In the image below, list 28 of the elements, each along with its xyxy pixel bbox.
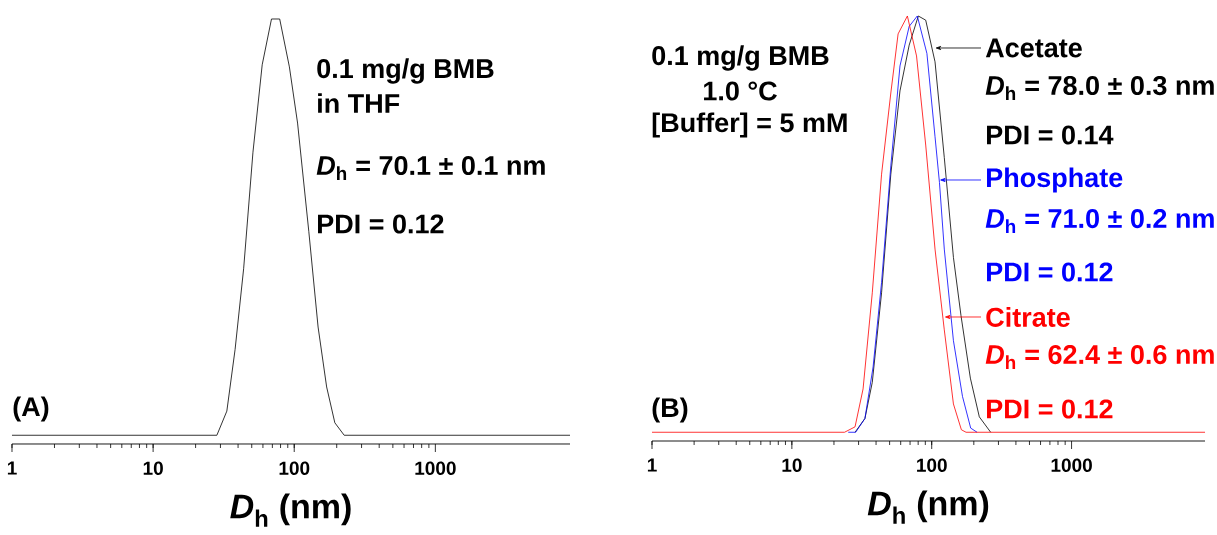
x-tick-label: 100 <box>279 461 310 475</box>
annotation: D$_{h}$ = 70.1 ± 0.1 nm <box>316 156 545 180</box>
annotation: 0.1 mg/g BMB <box>317 58 494 84</box>
x-tick-label: 1000 <box>415 461 456 475</box>
x-tick-label: 10 <box>143 461 163 475</box>
x-axis-title: D$_{h}$ (nm) <box>230 493 351 527</box>
legend-label: Citrate <box>986 307 1070 327</box>
x-axis-title: D$_{h}$ (nm) <box>867 490 989 524</box>
annotation: (A) <box>13 396 49 422</box>
annotation: 0.1 mg/g BMB <box>652 45 829 71</box>
annotation: PDI = 0.14 <box>987 125 1114 145</box>
annotation: D$_{h}$ = 78.0 ± 0.3 nm <box>985 76 1214 100</box>
legend-label: Acetate <box>985 38 1082 58</box>
legend-label: Phosphate <box>987 167 1123 193</box>
annotation: [Buffer] = 5 mM <box>652 112 847 138</box>
annotation: PDI = 0.12 <box>987 399 1113 419</box>
annotation: PDI = 0.12 <box>987 262 1113 282</box>
x-tick-label: 100 <box>917 458 947 472</box>
annotation: D$_{h}$ = 71.0 ± 0.2 nm <box>985 209 1214 233</box>
x-tick-label: 1000 <box>1051 458 1092 472</box>
x-tick-label: 1 <box>7 461 17 475</box>
annotation: in THF <box>318 93 400 113</box>
annotation: D$_{h}$ = 62.4 ± 0.6 nm <box>985 345 1214 369</box>
annotation: 1.0 °C <box>704 81 777 101</box>
annotation: (B) <box>652 397 688 423</box>
x-tick-label: 10 <box>782 458 802 472</box>
x-tick-label: 1 <box>647 458 657 472</box>
annotation: PDI = 0.12 <box>318 214 444 234</box>
